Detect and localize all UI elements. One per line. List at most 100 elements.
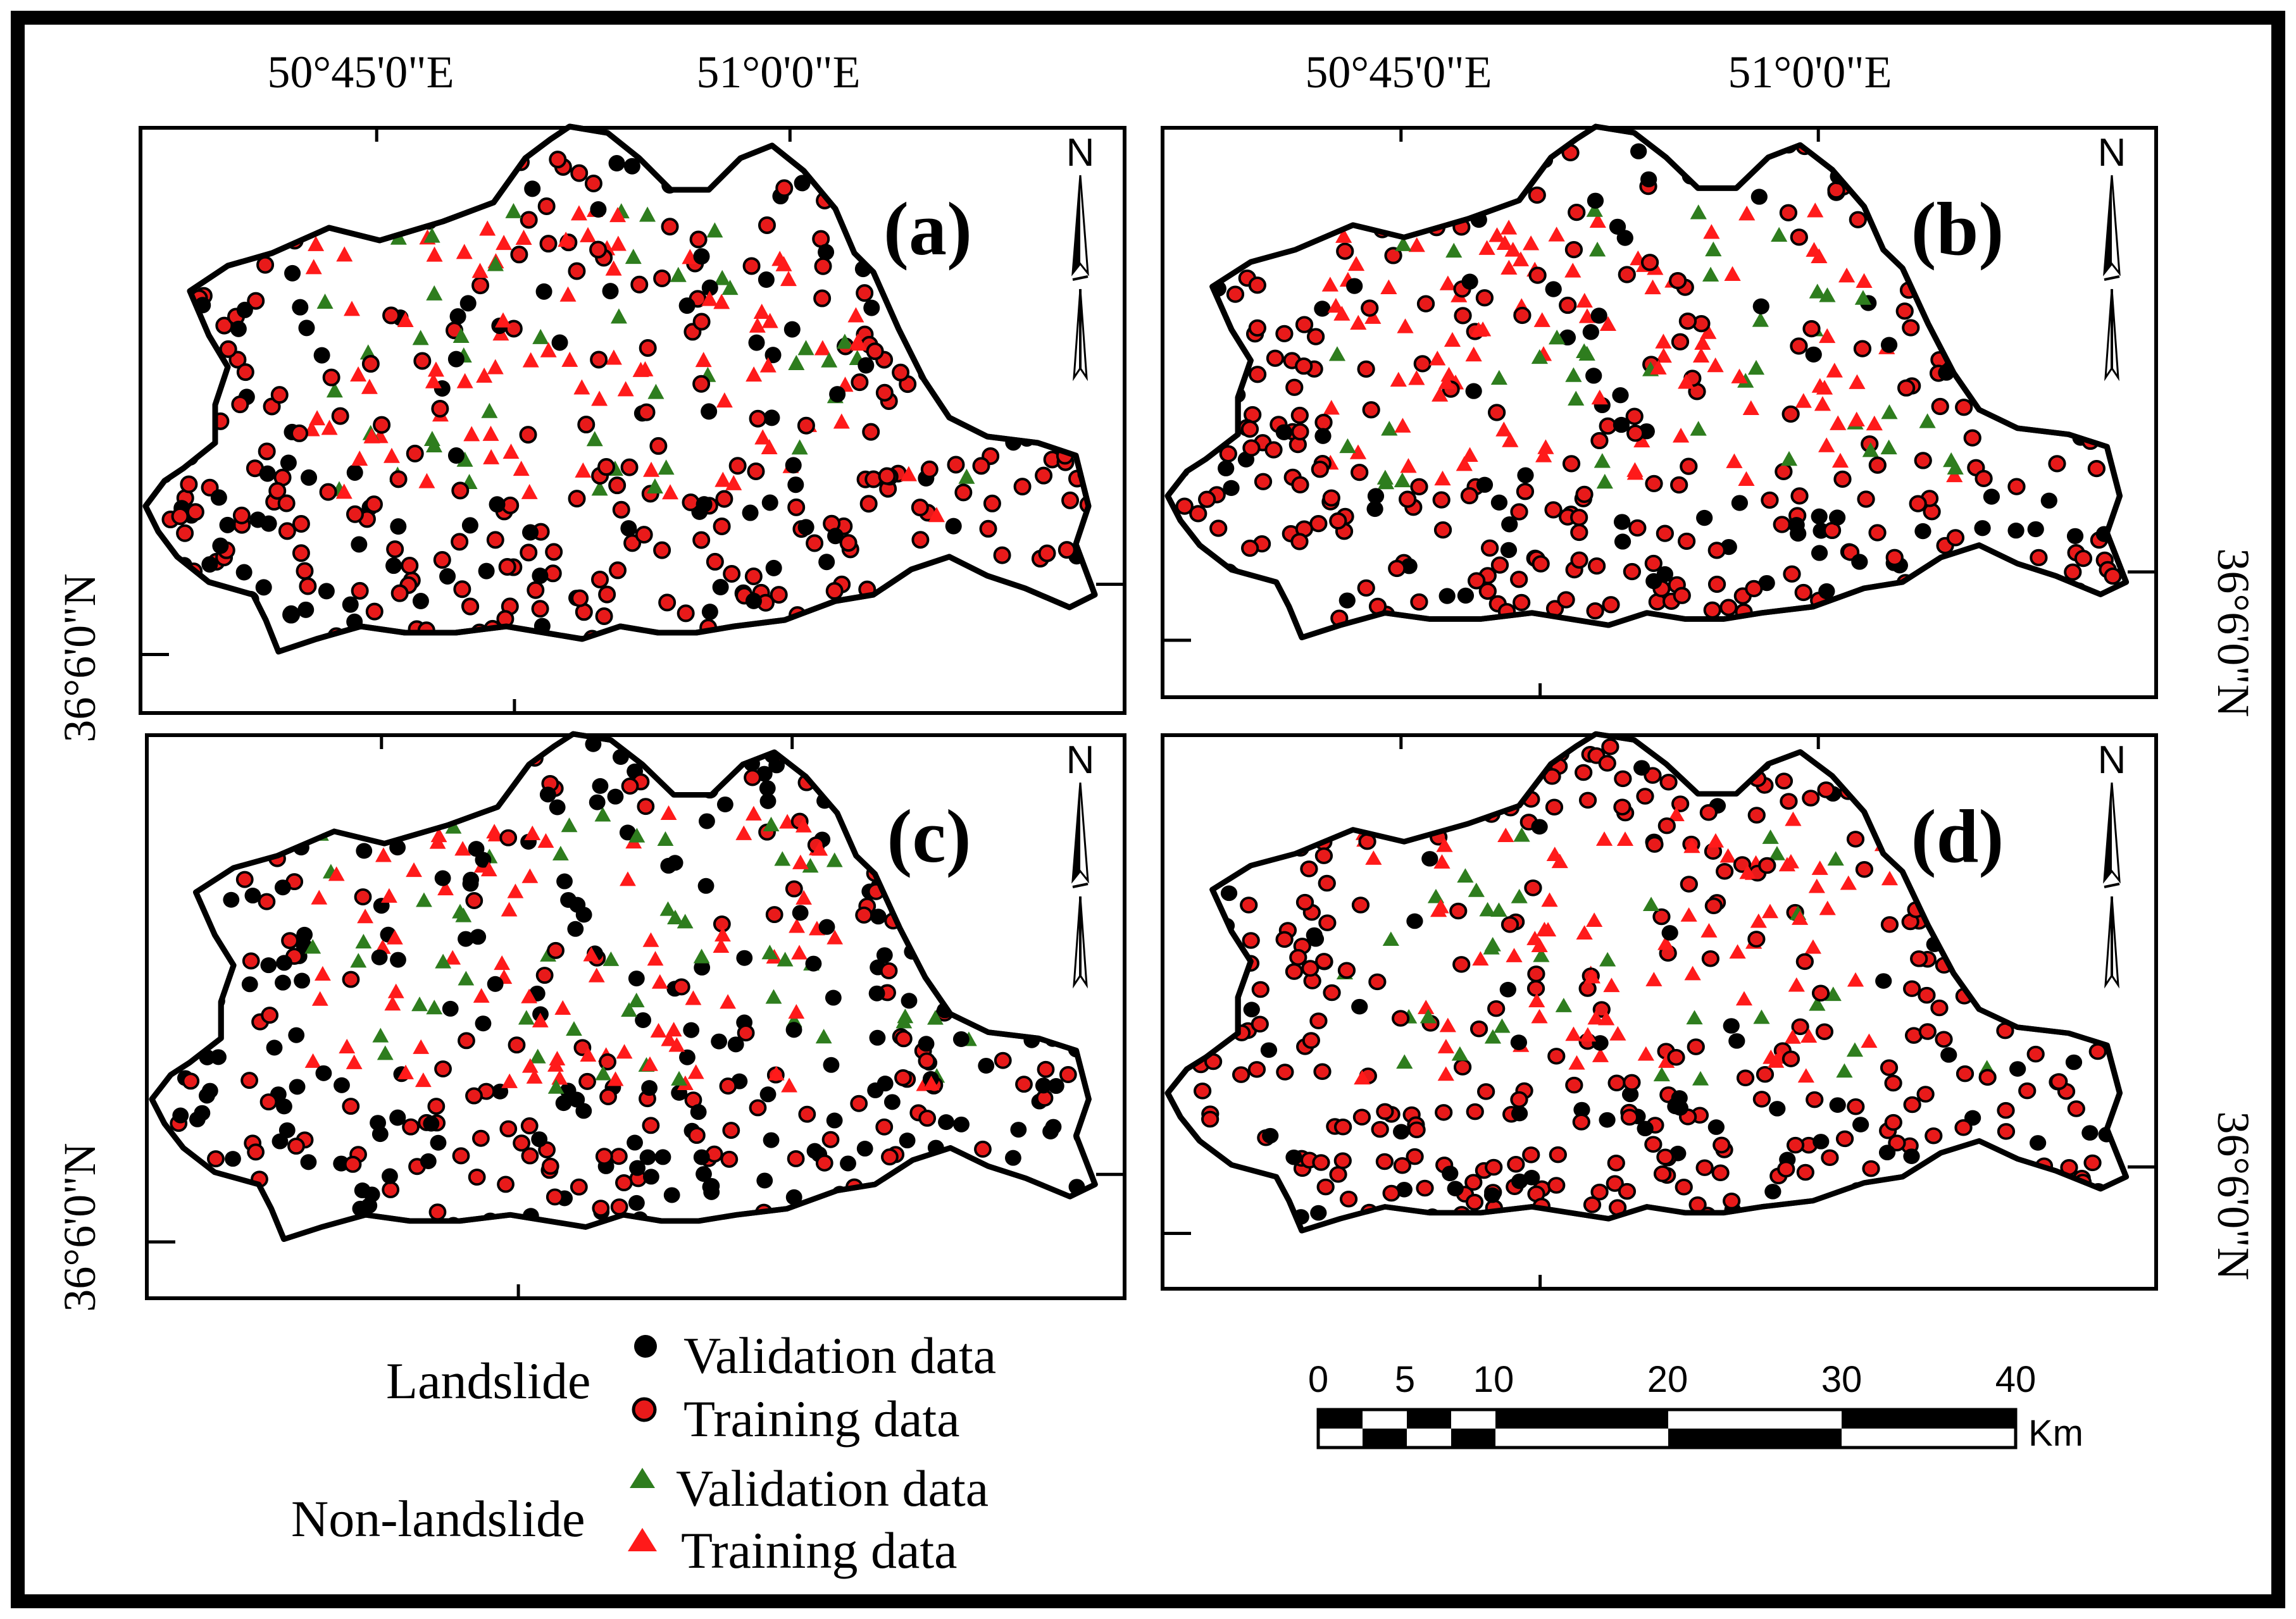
landslide-validation-point	[883, 1094, 901, 1110]
landslide-training-point	[1603, 597, 1618, 612]
landslide-training-point	[1676, 1180, 1692, 1194]
landslide-training-point	[1316, 848, 1332, 863]
latitude-label-left-bottom: 36°6'0"N	[54, 1143, 105, 1312]
latitude-label-right-top: 36°6'0"N	[2208, 548, 2259, 717]
landslide-training-point	[1292, 534, 1307, 549]
landslide-training-point	[2085, 1156, 2100, 1170]
landslide-training-point	[1668, 1050, 1683, 1065]
landslide-validation-point	[1310, 1205, 1327, 1221]
landslide-validation-point	[531, 1131, 548, 1148]
landslide-validation-point	[856, 1141, 873, 1157]
landslide-validation-point	[785, 457, 802, 474]
landslide-training-point	[277, 494, 296, 512]
landslide-training-point	[1550, 1148, 1566, 1162]
scale-tick-20: 20	[1647, 1359, 1688, 1400]
landslide-validation-point	[1582, 324, 1599, 340]
landslide-validation-point	[1585, 368, 1602, 384]
landslide-training-point	[510, 245, 528, 264]
landslide-validation-point	[2027, 521, 2044, 538]
landslide-validation-point	[1788, 517, 1805, 533]
landslide-training-point	[541, 1157, 559, 1175]
landslide-training-point	[1462, 488, 1477, 503]
landslide-training-point	[520, 543, 538, 562]
landslide-training-point	[814, 257, 832, 275]
landslide-training-point	[2105, 569, 2120, 583]
landslide-training-point	[1304, 1033, 1319, 1048]
landslide-training-point	[1858, 492, 1873, 506]
landslide-training-point	[519, 426, 537, 444]
landslide-training-point	[692, 375, 711, 393]
landslide-training-point	[451, 481, 470, 500]
landslide-validation-point	[1613, 514, 1631, 530]
landslide-training-point	[1511, 504, 1526, 519]
landslide-training-point	[2009, 479, 2024, 493]
landslide-training-point	[1335, 1153, 1351, 1168]
landslide-training-point	[207, 1150, 225, 1168]
landslide-training-point	[1592, 433, 1607, 448]
landslide-validation-point	[556, 873, 573, 890]
landslide-validation-point	[475, 1015, 492, 1032]
landslide-validation-point	[1545, 281, 1562, 297]
landslide-training-point	[1881, 1060, 1897, 1075]
landslide-training-point	[972, 457, 990, 475]
scale-tick-0: 0	[1308, 1359, 1328, 1400]
landslide-validation-point	[1707, 1119, 1725, 1135]
landslide-training-point	[1256, 475, 1271, 489]
landslide-validation-point	[863, 299, 880, 316]
landslide-training-point	[1931, 1001, 1947, 1015]
landslide-training-point	[993, 546, 1011, 564]
landslide-training-point	[520, 1117, 539, 1135]
landslide-training-point	[236, 363, 254, 381]
landslide-training-point	[1451, 904, 1466, 919]
landslide-training-point	[427, 1098, 446, 1115]
landslide-validation-point	[1851, 554, 1868, 570]
landslide-validation-point	[2009, 1061, 2026, 1077]
scale-tick-10: 10	[1473, 1359, 1514, 1400]
landslide-training-point	[1330, 1167, 1345, 1182]
landslide-validation-point	[280, 454, 297, 471]
landslide-training-point	[787, 1150, 805, 1167]
landslide-training-point	[1642, 255, 1657, 270]
landslide-training-point	[1418, 296, 1433, 311]
map-panel-d: (d) N	[1161, 731, 2158, 1291]
landslide-training-point	[547, 941, 565, 959]
legend-non-landslide-training-symbol	[628, 1528, 657, 1551]
landslide-training-point	[1600, 756, 1615, 771]
landslide-validation-point	[412, 593, 429, 610]
landslide-training-point	[866, 342, 884, 361]
landslide-training-point	[719, 1077, 737, 1095]
landslide-training-point	[1058, 541, 1076, 559]
landslide-training-point	[1619, 267, 1635, 282]
landslide-training-point	[1393, 1011, 1408, 1026]
landslide-training-point	[278, 522, 296, 540]
landslide-validation-point	[278, 1122, 296, 1138]
landslide-training-point	[1488, 1002, 1504, 1016]
landslide-training-point	[856, 284, 874, 302]
landslide-training-point	[590, 570, 609, 588]
landslide-training-point	[1287, 964, 1302, 979]
landslide-training-point	[862, 423, 880, 441]
landslide-training-point	[1670, 273, 1685, 288]
landslide-training-point	[342, 1098, 360, 1115]
landslide-training-point	[749, 409, 767, 428]
landslide-validation-point	[549, 799, 566, 816]
landslide-validation-point	[678, 297, 696, 314]
landslide-training-point	[1252, 1017, 1268, 1031]
landslide-training-point	[706, 552, 724, 571]
landslide-training-point	[1956, 400, 1971, 414]
landslide-validation-point	[212, 537, 229, 554]
landslide-training-point	[1436, 1105, 1451, 1120]
legend-landslide-training-label: Training data	[683, 1390, 960, 1448]
landslide-training-point	[382, 1181, 400, 1198]
landslide-training-point	[465, 1087, 483, 1105]
landslide-validation-point	[389, 1109, 406, 1126]
landslide-training-point	[1762, 493, 1777, 507]
legend-non-landslide-training-label: Training data	[681, 1522, 958, 1579]
landslide-training-point	[821, 1131, 840, 1148]
landslide-validation-point	[275, 974, 291, 991]
landslide-training-point	[1177, 499, 1192, 513]
landslide-validation-point	[489, 496, 506, 513]
landslide-training-point	[1411, 595, 1426, 609]
landslide-training-point	[609, 561, 627, 580]
landslide-training-point	[1508, 1157, 1523, 1172]
